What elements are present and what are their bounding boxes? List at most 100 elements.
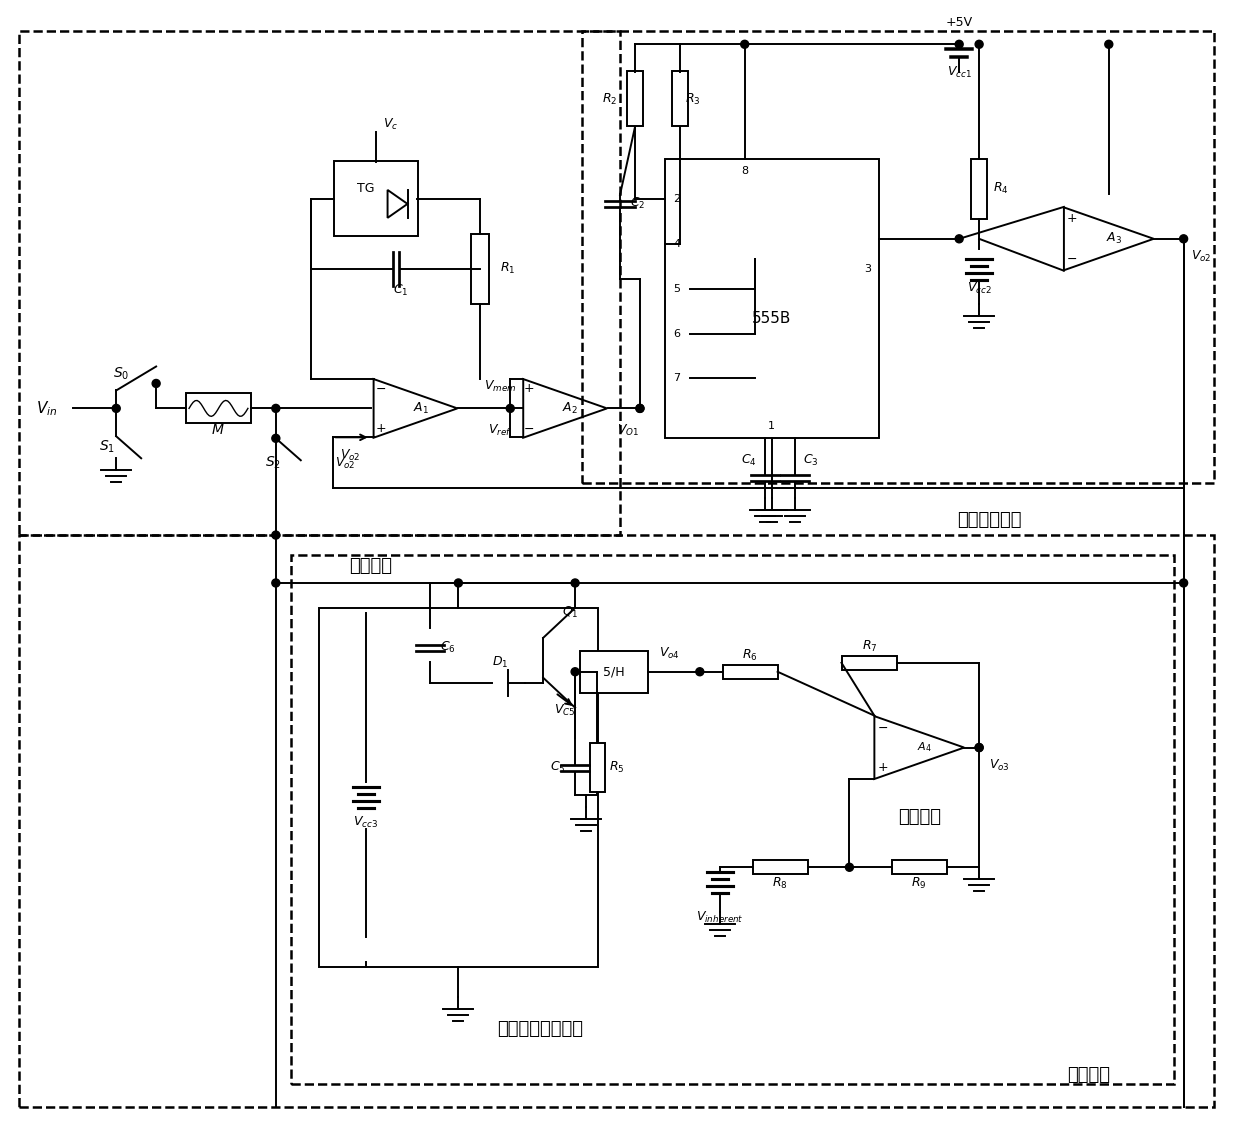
Polygon shape xyxy=(492,670,508,695)
Text: $C_5$: $C_5$ xyxy=(550,760,565,775)
Text: $R_3$: $R_3$ xyxy=(685,91,700,107)
Text: 3: 3 xyxy=(864,264,871,274)
Text: $R_7$: $R_7$ xyxy=(861,640,877,654)
Circle shape xyxy=(571,579,579,587)
Text: $V_{mem}$: $V_{mem}$ xyxy=(484,379,517,394)
Circle shape xyxy=(975,743,983,751)
Text: $V_{o4}$: $V_{o4}$ xyxy=(659,646,680,661)
Text: $V_{in}$: $V_{in}$ xyxy=(36,399,58,418)
Circle shape xyxy=(741,40,748,48)
Text: $+$: $+$ xyxy=(877,761,888,774)
Text: 555B: 555B xyxy=(752,311,792,327)
Bar xyxy=(20,32,619,535)
Text: $R_8$: $R_8$ xyxy=(772,875,788,891)
Circle shape xyxy=(1105,40,1113,48)
Text: $Q_1$: $Q_1$ xyxy=(561,605,579,620)
Text: $A_3$: $A_3$ xyxy=(1105,231,1121,246)
Circle shape xyxy=(975,743,983,751)
Bar xyxy=(580,651,648,693)
Text: $V_{cc1}$: $V_{cc1}$ xyxy=(947,65,971,80)
Text: TG: TG xyxy=(357,182,374,196)
Text: 4: 4 xyxy=(673,239,680,249)
Circle shape xyxy=(1180,579,1188,587)
Text: 脉冲产生模块: 脉冲产生模块 xyxy=(957,511,1021,529)
Text: 7: 7 xyxy=(673,373,680,384)
Circle shape xyxy=(152,379,160,387)
Text: 2: 2 xyxy=(673,193,680,204)
Text: $A_4$: $A_4$ xyxy=(917,741,932,754)
Text: 频率电压转换电路: 频率电压转换电路 xyxy=(497,1020,584,1038)
Text: $R_5$: $R_5$ xyxy=(610,760,624,775)
Bar xyxy=(627,72,643,126)
Text: $+$: $+$ xyxy=(523,382,534,395)
Circle shape xyxy=(455,579,462,587)
Bar xyxy=(590,743,605,792)
Text: $C_2$: $C_2$ xyxy=(629,197,646,212)
Bar xyxy=(20,535,1213,1106)
Text: $V_{inherent}$: $V_{inherent}$ xyxy=(696,909,743,925)
Text: $-$: $-$ xyxy=(877,721,888,734)
Text: $R_4$: $R_4$ xyxy=(994,181,1009,197)
Text: $V_{o2}$: $V_{o2}$ xyxy=(1191,249,1211,264)
Bar xyxy=(186,394,252,423)
Circle shape xyxy=(975,40,983,48)
Text: $R_1$: $R_1$ xyxy=(501,262,515,277)
Text: $+$: $+$ xyxy=(375,422,387,435)
Text: $-$: $-$ xyxy=(523,422,534,435)
Text: $C_1$: $C_1$ xyxy=(393,283,409,298)
Bar xyxy=(892,860,947,874)
Bar xyxy=(318,608,598,967)
Text: 5: 5 xyxy=(673,283,680,294)
Text: 8: 8 xyxy=(741,166,748,176)
Text: 5/H: 5/H xyxy=(603,666,624,678)
Circle shape xyxy=(636,404,644,412)
Circle shape xyxy=(696,668,704,676)
Text: 激发模块: 激发模块 xyxy=(349,556,392,575)
Text: $V_{O1}$: $V_{O1}$ xyxy=(617,423,639,438)
Circle shape xyxy=(271,435,280,443)
Text: $-$: $-$ xyxy=(375,382,387,395)
Circle shape xyxy=(271,579,280,587)
Text: $V_{o2}$: $V_{o2}$ xyxy=(341,447,361,463)
Text: $A_1$: $A_1$ xyxy=(413,401,429,417)
Text: $S_0$: $S_0$ xyxy=(113,365,129,381)
Text: $M$: $M$ xyxy=(211,423,224,437)
Circle shape xyxy=(636,404,644,412)
Bar xyxy=(843,655,897,670)
Text: $V_{cc2}$: $V_{cc2}$ xyxy=(966,281,991,296)
Text: $S_1$: $S_1$ xyxy=(99,438,115,454)
Text: 6: 6 xyxy=(673,329,680,339)
Circle shape xyxy=(1180,234,1188,242)
Bar xyxy=(722,665,778,678)
Bar xyxy=(672,72,688,126)
Circle shape xyxy=(845,864,854,872)
Text: $R_2$: $R_2$ xyxy=(602,91,617,107)
Text: $+$: $+$ xyxy=(1067,213,1078,225)
Text: $V_{C5}$: $V_{C5}$ xyxy=(554,703,575,718)
Bar xyxy=(582,32,1213,484)
Text: $R_9$: $R_9$ xyxy=(912,875,927,891)
Text: $C_3$: $C_3$ xyxy=(803,453,818,468)
Text: $R_6$: $R_6$ xyxy=(742,649,757,663)
Bar xyxy=(752,860,808,874)
Bar xyxy=(333,160,419,236)
Text: 反馈模块: 反馈模块 xyxy=(1067,1066,1110,1083)
Circle shape xyxy=(571,668,579,676)
Text: $V_{ref}$: $V_{ref}$ xyxy=(488,423,512,438)
Text: $V_{cc3}$: $V_{cc3}$ xyxy=(353,815,378,830)
Bar xyxy=(471,233,489,304)
Text: +5V: +5V xyxy=(945,16,973,28)
Circle shape xyxy=(507,404,514,412)
Text: $V_c$: $V_c$ xyxy=(383,116,398,132)
Bar xyxy=(971,159,987,218)
Bar xyxy=(665,159,880,438)
Bar xyxy=(291,555,1173,1083)
Circle shape xyxy=(113,404,120,412)
Text: $S_2$: $S_2$ xyxy=(265,455,281,471)
Text: $V_{o2}$: $V_{o2}$ xyxy=(336,455,356,471)
Text: $A_2$: $A_2$ xyxy=(563,401,579,417)
Text: $D_1$: $D_1$ xyxy=(492,655,508,670)
Text: $V_{o3}$: $V_{o3}$ xyxy=(989,758,1010,773)
Circle shape xyxy=(955,40,963,48)
Text: 1: 1 xyxy=(768,421,776,431)
